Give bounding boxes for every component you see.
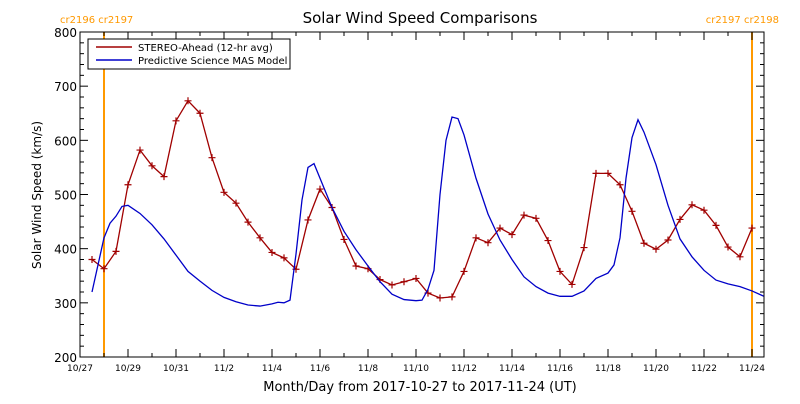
y-tick-label: 400 [54, 243, 77, 257]
data-point [352, 262, 360, 270]
data-point [568, 280, 576, 288]
data-point [556, 267, 564, 275]
y-axis-label: Solar Wind Speed (km/s) [30, 121, 44, 269]
data-point [412, 274, 420, 282]
x-tick-label: 11/14 [499, 364, 525, 374]
data-point [484, 239, 492, 247]
carrington-label-0: cr2196 cr2197 [60, 15, 133, 26]
y-tick-label: 200 [54, 351, 77, 365]
data-point [220, 188, 228, 196]
data-point [232, 199, 240, 207]
legend: STEREO-Ahead (12-hr avg) Predictive Scie… [87, 38, 291, 70]
data-point [700, 206, 708, 214]
carrington-label-1: cr2197 cr2198 [706, 15, 779, 26]
data-point [160, 173, 168, 181]
y-tick-label: 600 [54, 134, 77, 148]
data-point [520, 211, 528, 219]
data-point [712, 221, 720, 229]
series-line-1 [91, 116, 764, 307]
data-point [628, 207, 636, 215]
x-tick-label: 11/22 [691, 364, 717, 374]
data-point [640, 239, 648, 247]
data-point [448, 293, 456, 301]
data-point [88, 256, 96, 263]
data-point [436, 294, 444, 302]
plot-frame [79, 31, 765, 358]
data-point [496, 224, 504, 232]
data-point [148, 162, 156, 170]
data-point [748, 224, 756, 232]
data-point [304, 216, 312, 224]
y-axis: 200 300 400 500 600 700 800 [54, 26, 764, 365]
y-tick-label: 300 [54, 297, 77, 311]
data-point [724, 243, 732, 251]
data-point [208, 154, 216, 162]
x-tick-label: 11/2 [214, 364, 234, 374]
data-point [268, 248, 276, 256]
chart-title: Solar Wind Speed Comparisons [303, 9, 538, 27]
data-point [652, 245, 660, 253]
data-point [172, 117, 180, 125]
x-tick-label: 10/27 [67, 364, 93, 374]
x-tick-label: 11/6 [310, 364, 330, 374]
data-point [244, 218, 252, 226]
data-point [604, 169, 612, 177]
x-tick-label: 10/31 [163, 364, 189, 374]
legend-label-stereo: STEREO-Ahead (12-hr avg) [138, 43, 273, 54]
x-tick-label: 11/24 [739, 364, 765, 374]
series-line-0 [91, 99, 753, 299]
x-tick-label: 11/12 [451, 364, 477, 374]
data-point [124, 181, 132, 189]
data-point [472, 234, 480, 242]
data-point [112, 247, 120, 255]
x-axis: 10/27 10/29 10/31 11/2 11/4 11/6 11/8 11/10 11/1… [67, 32, 765, 374]
x-tick-label: 11/4 [262, 364, 282, 374]
y-tick-label: 700 [54, 80, 77, 94]
data-point [388, 281, 396, 289]
data-point [532, 214, 540, 222]
data-point [592, 169, 600, 177]
data-point [280, 254, 288, 262]
data-point [688, 201, 696, 209]
carrington-markers: cr2196 cr2197 cr2197 cr2198 [60, 15, 779, 357]
series-layer [88, 97, 764, 307]
data-point [616, 181, 624, 189]
data-point [508, 231, 516, 239]
data-point [256, 234, 264, 242]
x-tick-label: 11/8 [358, 364, 378, 374]
x-tick-label: 11/16 [547, 364, 573, 374]
legend-box [87, 38, 291, 70]
x-tick-label: 11/10 [403, 364, 429, 374]
data-point [580, 244, 588, 252]
data-point [100, 265, 108, 273]
data-point [184, 97, 192, 105]
x-tick-label: 10/29 [115, 364, 141, 374]
x-axis-label: Month/Day from 2017-10-27 to 2017-11-24 … [263, 380, 576, 395]
y-tick-label: 500 [54, 189, 77, 203]
x-tick-label: 11/18 [595, 364, 621, 374]
data-point [196, 109, 204, 117]
data-point [676, 215, 684, 223]
data-point [316, 185, 324, 193]
data-point [664, 236, 672, 244]
legend-label-mas: Predictive Science MAS Model [138, 56, 287, 67]
data-point [736, 253, 744, 261]
x-tick-label: 11/20 [643, 364, 669, 374]
data-point [136, 146, 144, 154]
y-tick-label: 800 [54, 26, 77, 40]
data-point [400, 278, 408, 286]
data-point [544, 237, 552, 245]
data-point [460, 267, 468, 275]
data-point [340, 235, 348, 243]
